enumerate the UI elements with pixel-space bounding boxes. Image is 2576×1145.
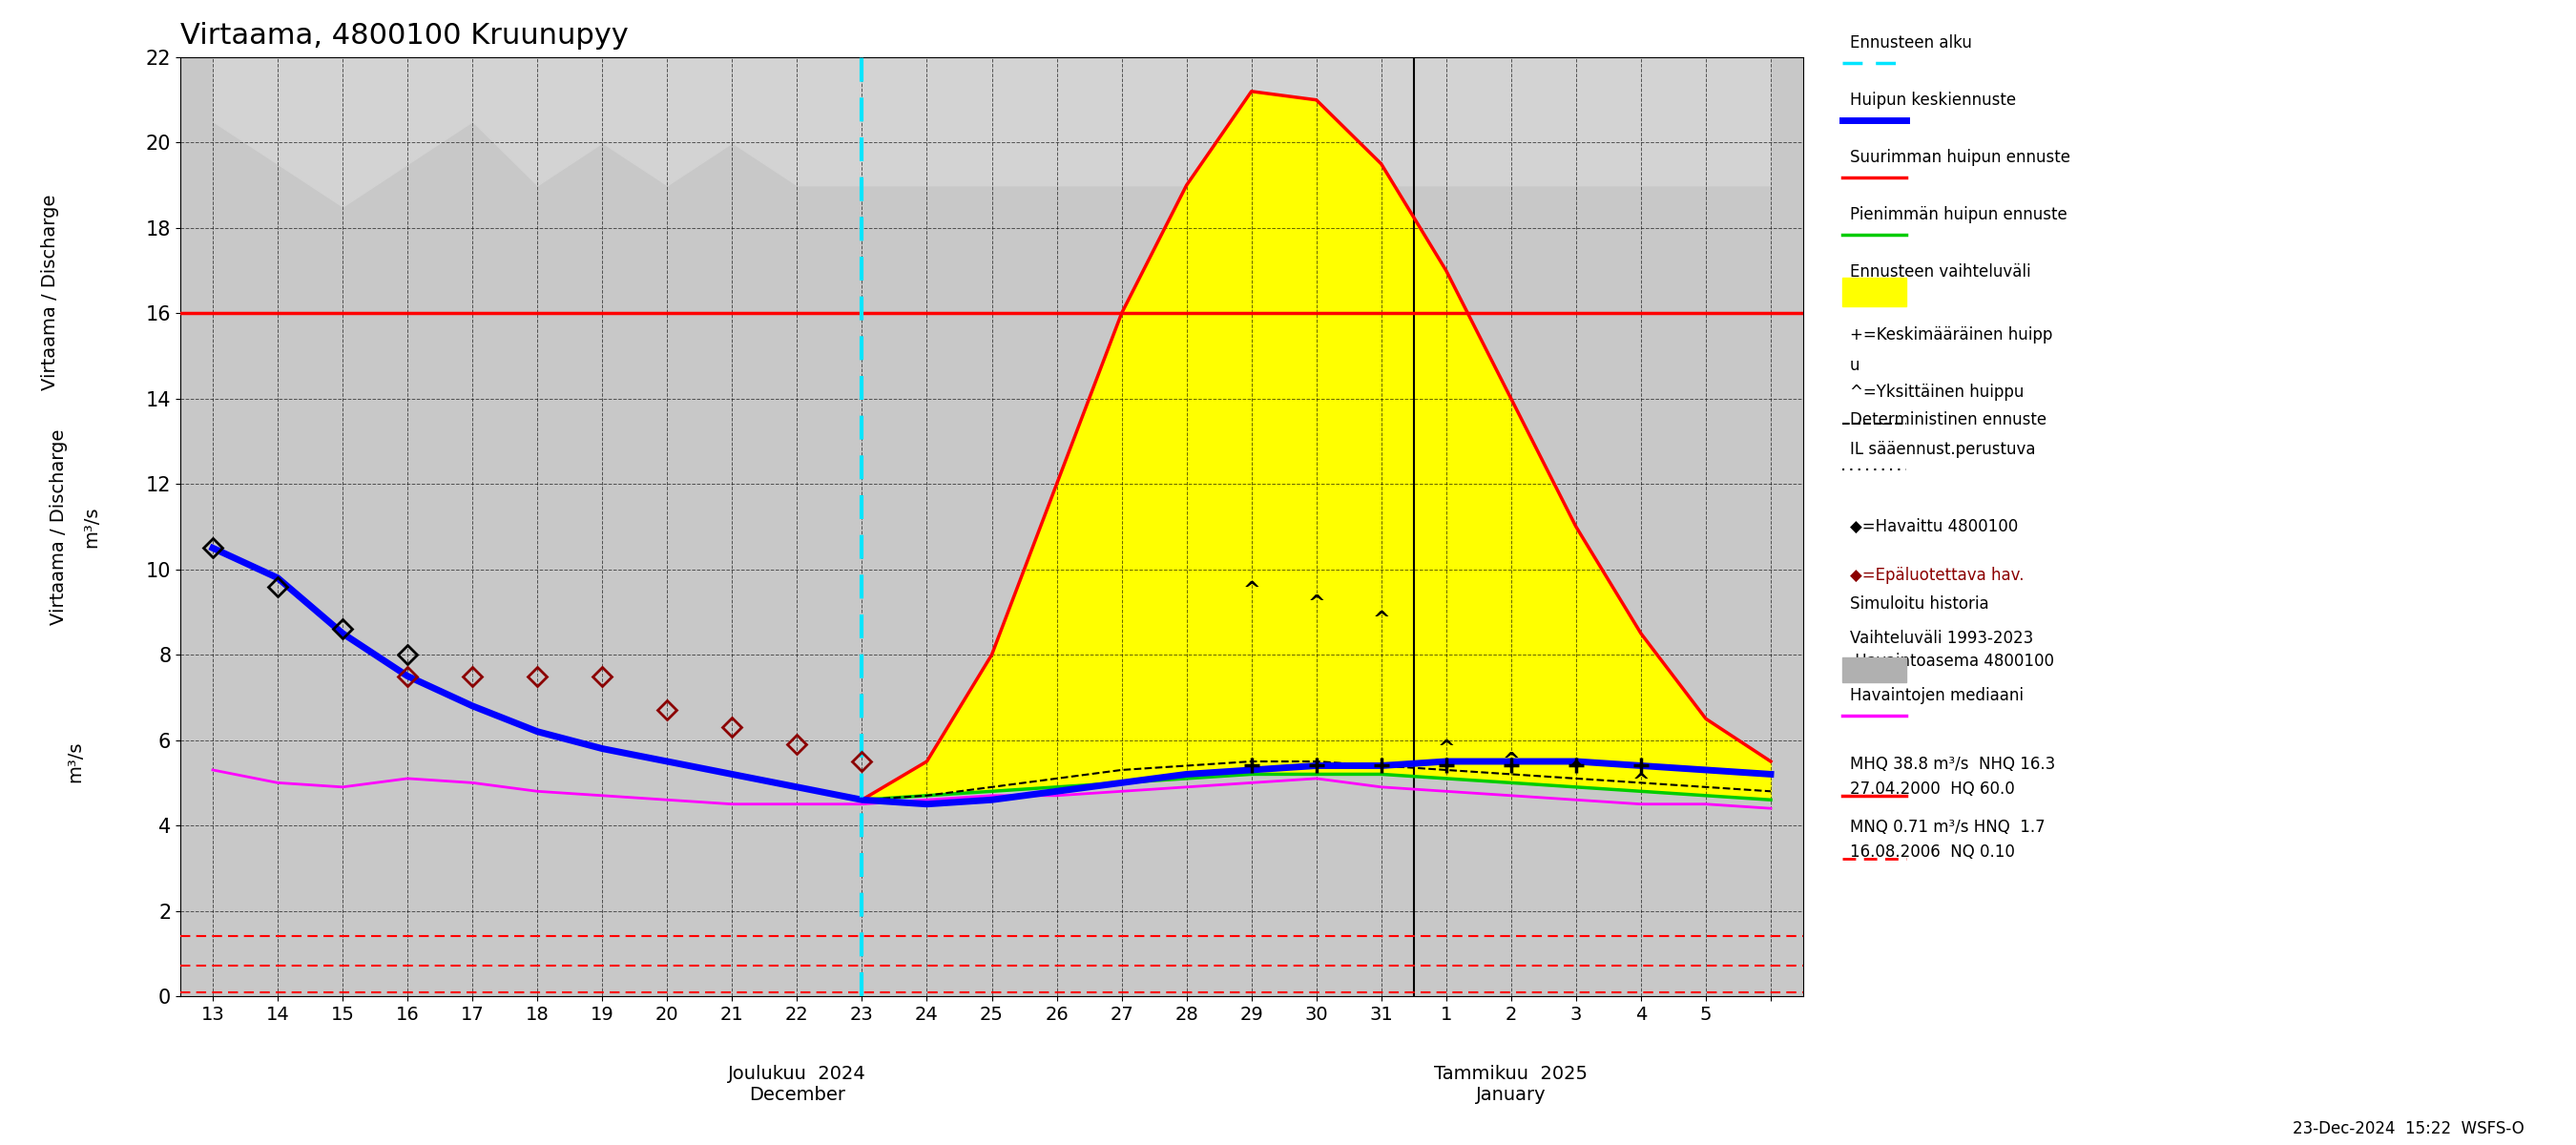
Text: 23-Dec-2024  15:22  WSFS-O: 23-Dec-2024 15:22 WSFS-O — [2293, 1120, 2524, 1137]
Text: m³/s: m³/s — [82, 506, 100, 547]
Text: ^=Yksittäinen huippu: ^=Yksittäinen huippu — [1850, 384, 2025, 401]
Text: ^: ^ — [1437, 739, 1455, 758]
Text: Deterministinen ennuste: Deterministinen ennuste — [1850, 411, 2045, 428]
Text: m³/s: m³/s — [67, 741, 85, 782]
Text: ◆=Epäluotettava hav.: ◆=Epäluotettava hav. — [1850, 567, 2025, 584]
Text: MNQ 0.71 m³/s HNQ  1.7: MNQ 0.71 m³/s HNQ 1.7 — [1850, 819, 2045, 836]
Text: Huipun keskiennuste: Huipun keskiennuste — [1850, 92, 2014, 109]
Text: Tammikuu  2025
January: Tammikuu 2025 January — [1435, 1065, 1587, 1104]
Text: ^: ^ — [1309, 594, 1324, 613]
Text: +=Keskimääräinen huipp: +=Keskimääräinen huipp — [1850, 326, 2053, 343]
Text: ^: ^ — [1502, 752, 1520, 771]
Text: MHQ 38.8 m³/s  NHQ 16.3: MHQ 38.8 m³/s NHQ 16.3 — [1850, 756, 2056, 773]
Text: Virtaama / Discharge: Virtaama / Discharge — [41, 194, 59, 390]
Text: Suurimman huipun ennuste: Suurimman huipun ennuste — [1850, 149, 2071, 166]
Text: Virtaama, 4800100 Kruunupyy: Virtaama, 4800100 Kruunupyy — [180, 22, 629, 49]
Text: u: u — [1850, 357, 1860, 374]
Text: Havaintoasema 4800100: Havaintoasema 4800100 — [1850, 653, 2053, 670]
Text: IL sääennust.perustuva: IL sääennust.perustuva — [1850, 441, 2035, 458]
Text: Simuloitu historia: Simuloitu historia — [1850, 595, 1989, 613]
Text: ^: ^ — [1566, 760, 1584, 780]
Text: ^: ^ — [1373, 611, 1391, 630]
Text: Joulukuu  2024
December: Joulukuu 2024 December — [729, 1065, 866, 1104]
Text: 16.08.2006  NQ 0.10: 16.08.2006 NQ 0.10 — [1850, 844, 2014, 861]
Text: 27.04.2000  HQ 60.0: 27.04.2000 HQ 60.0 — [1850, 781, 2014, 798]
Text: ◆=Havaittu 4800100: ◆=Havaittu 4800100 — [1850, 518, 2017, 535]
Text: ^: ^ — [1633, 773, 1649, 792]
Text: Pienimmän huipun ennuste: Pienimmän huipun ennuste — [1850, 206, 2066, 223]
Text: Vaihteluväli 1993-2023: Vaihteluväli 1993-2023 — [1850, 630, 2032, 647]
Text: Havaintojen mediaani: Havaintojen mediaani — [1850, 687, 2022, 704]
Text: Ennusteen alku: Ennusteen alku — [1850, 34, 1971, 52]
Text: ^: ^ — [1242, 582, 1260, 600]
Text: Virtaama / Discharge: Virtaama / Discharge — [49, 428, 67, 625]
Text: Ennusteen vaihteluväli: Ennusteen vaihteluväli — [1850, 263, 2030, 281]
